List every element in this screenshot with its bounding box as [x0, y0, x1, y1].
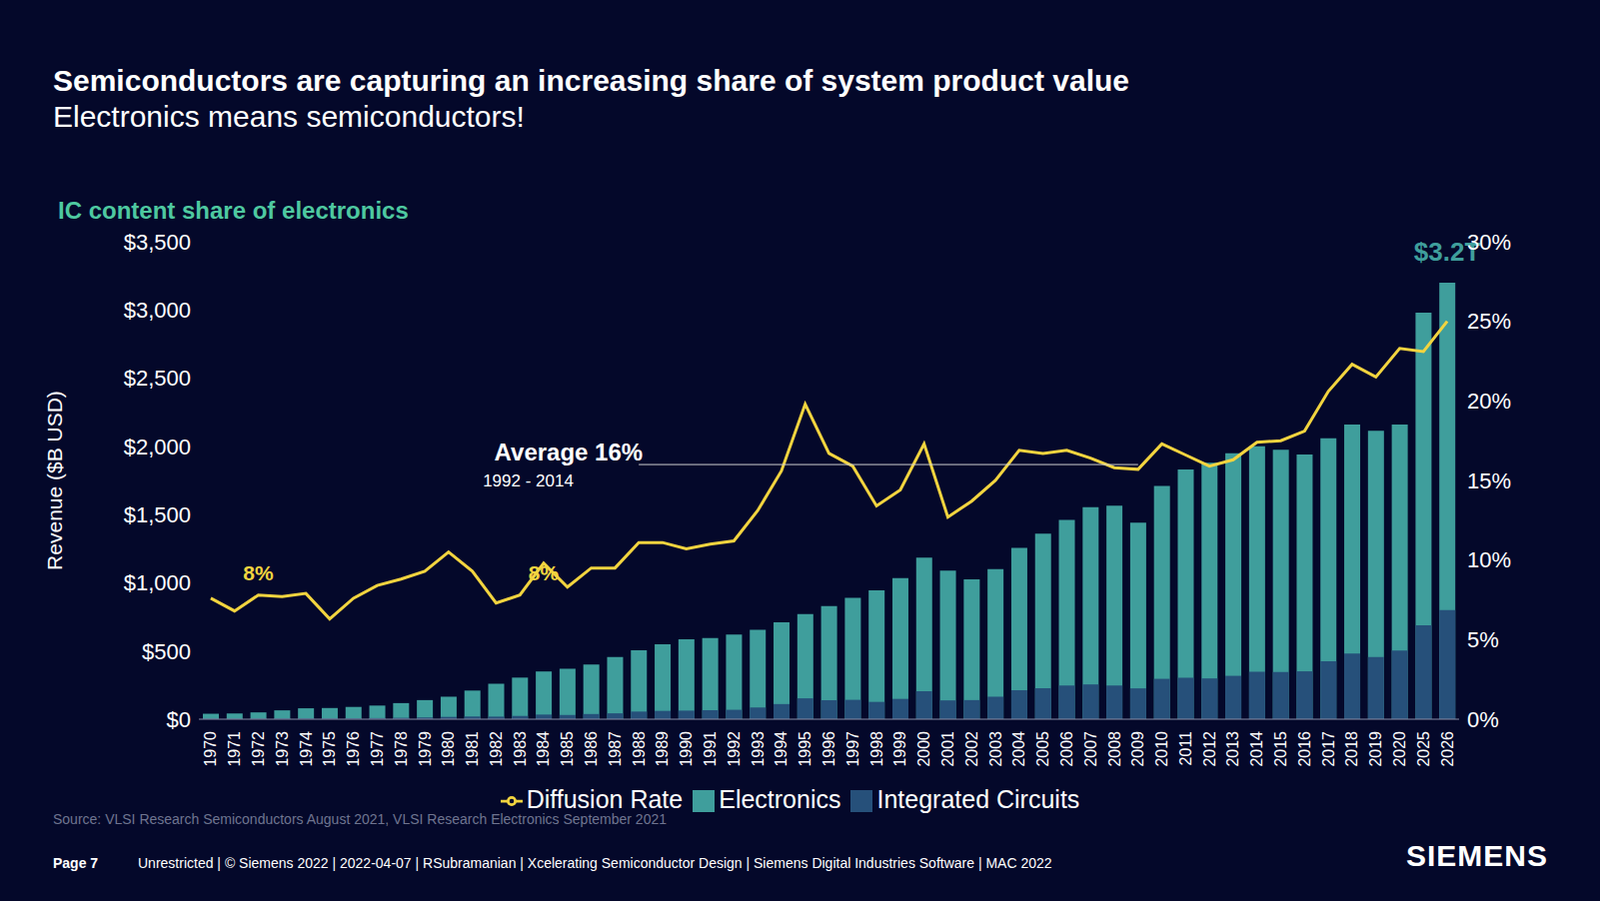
svg-text:Average 16%: Average 16%	[494, 438, 644, 466]
svg-text:1992 - 2014: 1992 - 2014	[482, 471, 574, 491]
svg-text:2007: 2007	[1082, 731, 1100, 768]
svg-text:$3,500: $3,500	[123, 229, 191, 255]
svg-text:15%: 15%	[1467, 468, 1512, 494]
svg-text:2025: 2025	[1415, 731, 1433, 768]
html-text:Source: VLSI Research Semicond: Source: VLSI Research Semiconductors Aug…	[52, 811, 667, 828]
svg-text:1977: 1977	[368, 731, 386, 768]
svg-text:2026: 2026	[1439, 731, 1457, 768]
svg-text:0%: 0%	[1467, 707, 1500, 733]
svg-text:1997: 1997	[844, 731, 862, 768]
svg-text:1994: 1994	[772, 731, 790, 768]
svg-text:1970: 1970	[201, 731, 219, 768]
svg-text:1991: 1991	[701, 731, 719, 768]
svg-text:2005: 2005	[1034, 731, 1052, 768]
svg-text:2018: 2018	[1343, 731, 1361, 768]
svg-text:1983: 1983	[511, 731, 529, 768]
svg-text:2011: 2011	[1177, 731, 1195, 767]
svg-text:1980: 1980	[439, 731, 457, 768]
html-text:IC content share of electronic: IC content share of electronics	[57, 196, 409, 224]
svg-text:2013: 2013	[1224, 731, 1242, 768]
svg-text:1979: 1979	[416, 731, 434, 768]
svg-text:2020: 2020	[1391, 731, 1409, 768]
svg-text:1998: 1998	[868, 731, 886, 768]
svg-text:2002: 2002	[963, 731, 981, 768]
svg-text:1974: 1974	[297, 731, 315, 768]
svg-text:2014: 2014	[1248, 731, 1266, 768]
svg-text:$3,000: $3,000	[123, 297, 191, 323]
svg-text:30%: 30%	[1467, 229, 1512, 255]
html-text:Integrated Circuits: Integrated Circuits	[876, 785, 1080, 814]
svg-text:1985: 1985	[558, 731, 576, 768]
html-text:Diffusion Rate: Diffusion Rate	[526, 785, 683, 814]
svg-text:2001: 2001	[939, 731, 957, 768]
svg-text:1978: 1978	[392, 731, 410, 768]
svg-text:25%: 25%	[1467, 308, 1512, 334]
svg-text:2004: 2004	[1010, 731, 1028, 768]
svg-text:1995: 1995	[796, 731, 814, 768]
svg-text:2003: 2003	[987, 731, 1005, 768]
svg-text:1996: 1996	[820, 731, 838, 768]
svg-text:2017: 2017	[1320, 731, 1338, 768]
svg-text:1972: 1972	[249, 731, 267, 768]
svg-text:1992: 1992	[725, 731, 743, 768]
svg-text:1971: 1971	[225, 731, 243, 768]
svg-text:1981: 1981	[463, 731, 481, 768]
svg-text:2019: 2019	[1367, 731, 1385, 768]
svg-text:2000: 2000	[915, 731, 933, 768]
svg-text:8%: 8%	[242, 561, 274, 585]
svg-text:$2,500: $2,500	[123, 365, 191, 391]
html-text:Semiconductors are capturing a: Semiconductors are capturing an increasi…	[52, 63, 1130, 97]
html-text:Page 7: Page 7	[52, 855, 99, 872]
svg-text:2008: 2008	[1106, 731, 1124, 768]
svg-text:1975: 1975	[320, 731, 338, 768]
svg-text:10%: 10%	[1467, 547, 1512, 573]
svg-text:1973: 1973	[273, 731, 291, 768]
svg-text:$0: $0	[166, 707, 191, 733]
svg-text:$1,000: $1,000	[123, 570, 191, 596]
svg-text:2015: 2015	[1272, 731, 1290, 768]
svg-text:1982: 1982	[487, 731, 505, 768]
svg-text:1984: 1984	[534, 731, 552, 768]
svg-text:20%: 20%	[1467, 388, 1512, 414]
svg-text:$1,500: $1,500	[123, 502, 191, 528]
html-text:Electronics: Electronics	[718, 785, 841, 814]
svg-text:1999: 1999	[891, 731, 909, 768]
svg-text:2009: 2009	[1129, 731, 1147, 768]
svg-text:2016: 2016	[1296, 731, 1314, 768]
svg-text:1987: 1987	[606, 731, 624, 768]
svg-text:5%: 5%	[1467, 627, 1500, 653]
svg-text:1990: 1990	[677, 731, 695, 768]
svg-text:1986: 1986	[582, 731, 600, 768]
svg-text:$3.2T: $3.2T	[1414, 236, 1481, 267]
svg-text:1989: 1989	[653, 731, 671, 768]
svg-text:8%: 8%	[528, 561, 560, 585]
html-text:Unrestricted | © Siemens 2022: Unrestricted | © Siemens 2022 | 2022-04-…	[137, 855, 1052, 872]
svg-text:1976: 1976	[344, 731, 362, 768]
svg-text:2010: 2010	[1153, 731, 1171, 768]
svg-text:2006: 2006	[1058, 731, 1076, 768]
html-text:SIEMENS: SIEMENS	[1406, 839, 1549, 873]
svg-text:1993: 1993	[749, 731, 767, 768]
svg-text:2012: 2012	[1201, 731, 1219, 768]
svg-text:1988: 1988	[630, 731, 648, 768]
svg-text:Revenue ($B USD): Revenue ($B USD)	[42, 390, 66, 571]
html-text:Electronics means semiconducto: Electronics means semiconductors!	[52, 99, 525, 133]
svg-text:$2,000: $2,000	[123, 434, 191, 460]
svg-text:$500: $500	[141, 639, 191, 665]
